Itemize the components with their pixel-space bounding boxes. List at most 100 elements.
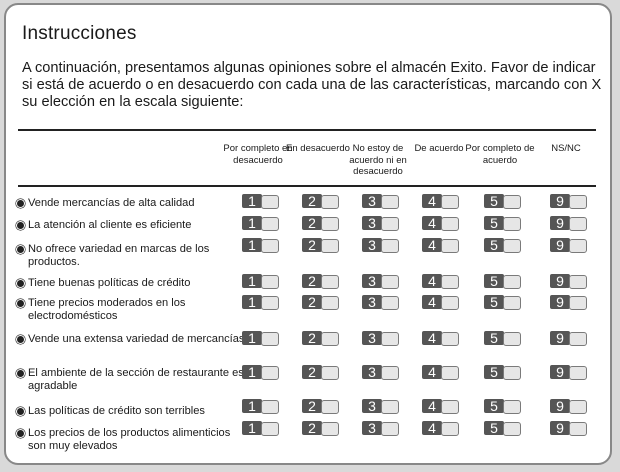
rating-option-3[interactable]: 3 <box>362 399 399 414</box>
rating-checkbox[interactable] <box>441 275 459 289</box>
rating-option-3[interactable]: 3 <box>362 365 399 380</box>
rating-option-2[interactable]: 2 <box>302 399 339 414</box>
rating-checkbox[interactable] <box>381 195 399 209</box>
rating-option-9[interactable]: 9 <box>550 295 587 310</box>
rating-checkbox[interactable] <box>569 366 587 380</box>
rating-option-1[interactable]: 1 <box>242 295 279 310</box>
rating-checkbox[interactable] <box>321 400 339 414</box>
rating-option-4[interactable]: 4 <box>422 238 459 253</box>
rating-checkbox[interactable] <box>503 239 521 253</box>
rating-checkbox[interactable] <box>503 366 521 380</box>
rating-checkbox[interactable] <box>503 195 521 209</box>
rating-option-2[interactable]: 2 <box>302 274 339 289</box>
rating-checkbox[interactable] <box>569 400 587 414</box>
rating-checkbox[interactable] <box>321 239 339 253</box>
rating-option-3[interactable]: 3 <box>362 238 399 253</box>
rating-option-9[interactable]: 9 <box>550 194 587 209</box>
rating-checkbox[interactable] <box>321 195 339 209</box>
rating-checkbox[interactable] <box>321 332 339 346</box>
rating-checkbox[interactable] <box>321 296 339 310</box>
rating-checkbox[interactable] <box>381 422 399 436</box>
rating-checkbox[interactable] <box>441 296 459 310</box>
rating-option-1[interactable]: 1 <box>242 331 279 346</box>
rating-checkbox[interactable] <box>381 332 399 346</box>
rating-checkbox[interactable] <box>261 296 279 310</box>
rating-checkbox[interactable] <box>441 422 459 436</box>
rating-option-2[interactable]: 2 <box>302 194 339 209</box>
rating-option-9[interactable]: 9 <box>550 365 587 380</box>
rating-checkbox[interactable] <box>569 422 587 436</box>
rating-checkbox[interactable] <box>381 239 399 253</box>
rating-option-1[interactable]: 1 <box>242 365 279 380</box>
rating-option-5[interactable]: 5 <box>484 194 521 209</box>
rating-option-1[interactable]: 1 <box>242 421 279 436</box>
rating-checkbox[interactable] <box>569 239 587 253</box>
rating-checkbox[interactable] <box>261 217 279 231</box>
rating-option-5[interactable]: 5 <box>484 216 521 231</box>
rating-checkbox[interactable] <box>569 296 587 310</box>
rating-option-4[interactable]: 4 <box>422 194 459 209</box>
rating-option-3[interactable]: 3 <box>362 274 399 289</box>
rating-option-5[interactable]: 5 <box>484 421 521 436</box>
rating-option-2[interactable]: 2 <box>302 216 339 231</box>
rating-option-9[interactable]: 9 <box>550 331 587 346</box>
rating-option-9[interactable]: 9 <box>550 238 587 253</box>
rating-checkbox[interactable] <box>261 422 279 436</box>
rating-checkbox[interactable] <box>321 217 339 231</box>
rating-checkbox[interactable] <box>261 366 279 380</box>
rating-option-9[interactable]: 9 <box>550 274 587 289</box>
rating-checkbox[interactable] <box>503 332 521 346</box>
rating-option-9[interactable]: 9 <box>550 399 587 414</box>
rating-option-2[interactable]: 2 <box>302 295 339 310</box>
rating-option-3[interactable]: 3 <box>362 421 399 436</box>
rating-checkbox[interactable] <box>441 217 459 231</box>
rating-checkbox[interactable] <box>441 400 459 414</box>
rating-option-4[interactable]: 4 <box>422 216 459 231</box>
rating-option-5[interactable]: 5 <box>484 331 521 346</box>
rating-checkbox[interactable] <box>441 239 459 253</box>
rating-checkbox[interactable] <box>261 275 279 289</box>
rating-option-5[interactable]: 5 <box>484 365 521 380</box>
rating-checkbox[interactable] <box>321 366 339 380</box>
rating-checkbox[interactable] <box>381 275 399 289</box>
rating-option-2[interactable]: 2 <box>302 365 339 380</box>
rating-checkbox[interactable] <box>261 332 279 346</box>
rating-checkbox[interactable] <box>381 366 399 380</box>
rating-option-5[interactable]: 5 <box>484 295 521 310</box>
rating-checkbox[interactable] <box>381 296 399 310</box>
rating-checkbox[interactable] <box>569 275 587 289</box>
rating-option-9[interactable]: 9 <box>550 216 587 231</box>
rating-checkbox[interactable] <box>261 400 279 414</box>
rating-checkbox[interactable] <box>503 422 521 436</box>
rating-option-3[interactable]: 3 <box>362 216 399 231</box>
rating-option-4[interactable]: 4 <box>422 274 459 289</box>
rating-option-4[interactable]: 4 <box>422 331 459 346</box>
rating-checkbox[interactable] <box>441 332 459 346</box>
rating-checkbox[interactable] <box>381 400 399 414</box>
rating-option-9[interactable]: 9 <box>550 421 587 436</box>
rating-option-1[interactable]: 1 <box>242 274 279 289</box>
rating-checkbox[interactable] <box>321 422 339 436</box>
rating-option-1[interactable]: 1 <box>242 194 279 209</box>
rating-checkbox[interactable] <box>569 217 587 231</box>
rating-option-4[interactable]: 4 <box>422 295 459 310</box>
rating-option-3[interactable]: 3 <box>362 331 399 346</box>
rating-checkbox[interactable] <box>441 366 459 380</box>
rating-checkbox[interactable] <box>321 275 339 289</box>
rating-option-2[interactable]: 2 <box>302 421 339 436</box>
rating-option-1[interactable]: 1 <box>242 238 279 253</box>
rating-option-3[interactable]: 3 <box>362 295 399 310</box>
rating-option-5[interactable]: 5 <box>484 274 521 289</box>
rating-checkbox[interactable] <box>569 332 587 346</box>
rating-option-2[interactable]: 2 <box>302 238 339 253</box>
rating-option-4[interactable]: 4 <box>422 365 459 380</box>
rating-checkbox[interactable] <box>441 195 459 209</box>
rating-checkbox[interactable] <box>381 217 399 231</box>
rating-checkbox[interactable] <box>503 217 521 231</box>
rating-checkbox[interactable] <box>503 296 521 310</box>
rating-option-5[interactable]: 5 <box>484 238 521 253</box>
rating-checkbox[interactable] <box>503 275 521 289</box>
rating-checkbox[interactable] <box>569 195 587 209</box>
rating-checkbox[interactable] <box>503 400 521 414</box>
rating-option-4[interactable]: 4 <box>422 399 459 414</box>
